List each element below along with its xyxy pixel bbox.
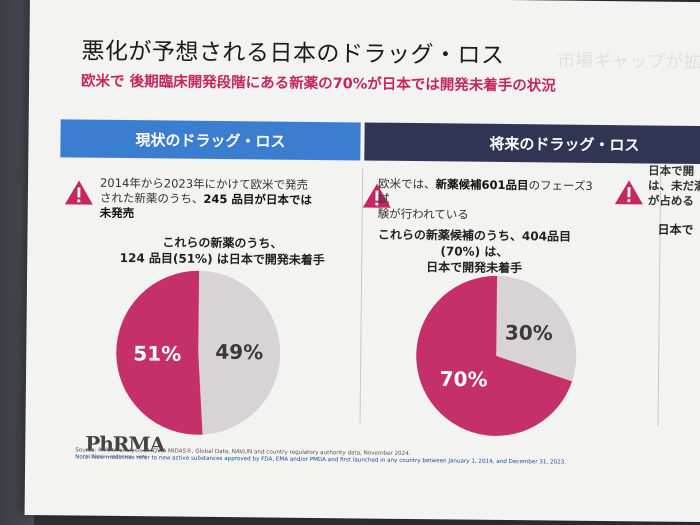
pie-slice [116, 270, 203, 435]
warning-icon [64, 180, 93, 205]
pie-slice [416, 275, 573, 436]
slide: 悪化が予想される日本のドラッグ・ロス 欧米で 後期臨床開発段階にある新薬の70%… [24, 0, 700, 523]
pie-charts: 49% 51% 30% 70% [116, 270, 577, 436]
pie-slice-label: 30% [505, 320, 553, 345]
pie-slice [198, 270, 281, 435]
warning-icon [362, 183, 391, 208]
pie-slice-label: 70% [440, 367, 488, 392]
pie-slice-label: 51% [133, 341, 181, 366]
pie-slice-label: 49% [215, 340, 263, 365]
warning-icon [614, 180, 643, 205]
pie-slice [496, 275, 577, 382]
